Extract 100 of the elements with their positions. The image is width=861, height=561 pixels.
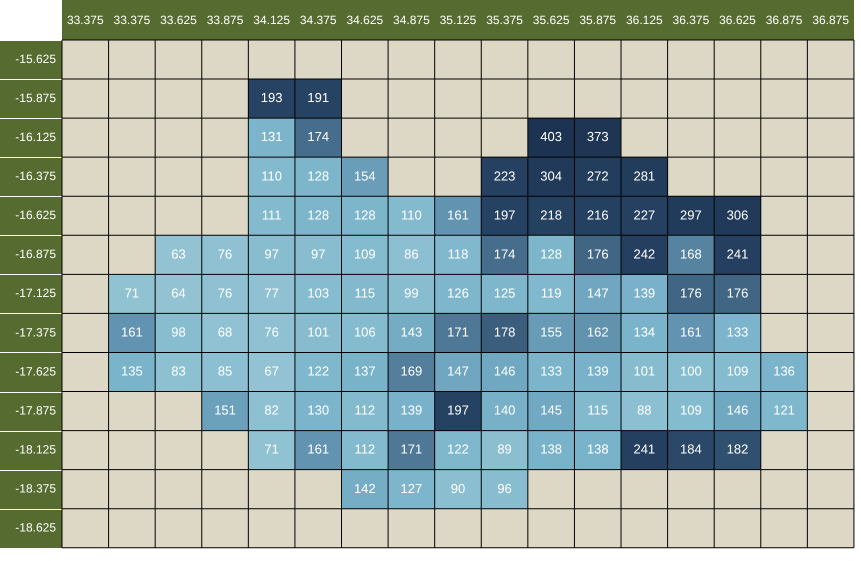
data-label: 171 <box>400 442 422 457</box>
data-label: 119 <box>540 285 562 300</box>
data-label: 272 <box>586 168 609 184</box>
data-label: 137 <box>354 364 376 379</box>
data-label: 106 <box>354 324 376 340</box>
data-label: 76 <box>264 324 279 340</box>
data-label: 171 <box>447 324 469 340</box>
data-label: 128 <box>540 246 562 262</box>
x-tick-label: 35.625 <box>532 13 570 28</box>
x-tick-label: 33.375 <box>66 13 104 28</box>
data-label: 147 <box>586 285 609 300</box>
data-label: 128 <box>354 207 376 222</box>
data-label: 109 <box>354 246 376 262</box>
data-label: 176 <box>680 285 702 300</box>
data-label: 128 <box>307 207 330 222</box>
data-label: 121 <box>773 402 795 418</box>
data-label: 101 <box>633 364 656 379</box>
data-label: 162 <box>586 324 609 340</box>
data-label: 176 <box>586 246 609 262</box>
data-label: 297 <box>680 207 702 222</box>
data-label: 155 <box>540 324 562 340</box>
data-label: 134 <box>633 324 656 340</box>
data-label: 145 <box>540 402 562 418</box>
data-label: 110 <box>261 168 282 184</box>
data-label: 90 <box>450 480 466 496</box>
data-label: 304 <box>540 168 562 184</box>
data-label: 82 <box>264 402 279 418</box>
data-label: 97 <box>310 246 326 262</box>
data-label: 68 <box>218 324 232 340</box>
data-label: 103 <box>307 285 330 300</box>
data-label: 223 <box>494 168 516 184</box>
y-tick-label: -15.625 <box>15 52 56 66</box>
data-label: 161 <box>121 324 143 340</box>
data-label: 131 <box>260 129 282 144</box>
x-tick-label: 34.875 <box>393 13 430 28</box>
data-label: 146 <box>494 364 516 379</box>
data-label: 76 <box>218 246 232 262</box>
data-label: 122 <box>307 364 330 379</box>
data-label: 161 <box>447 207 469 222</box>
x-tick-label: 33.625 <box>160 13 198 28</box>
x-tick-label: 36.125 <box>626 13 663 28</box>
data-label: 77 <box>264 285 279 300</box>
data-label: 110 <box>401 207 422 222</box>
data-label: 130 <box>307 402 330 418</box>
x-tick-label: 36.625 <box>719 13 756 28</box>
data-label: 71 <box>264 442 279 457</box>
y-tick-label: -16.875 <box>15 247 56 262</box>
x-tick-label: 36.375 <box>672 13 710 28</box>
data-label: 86 <box>404 246 419 262</box>
x-tick-label: 34.625 <box>346 13 384 28</box>
x-tick-label: 36.875 <box>812 13 850 28</box>
x-tick-label: 35.375 <box>486 13 524 28</box>
data-label: 112 <box>354 442 376 457</box>
data-label: 142 <box>354 480 376 496</box>
data-label: 128 <box>307 168 330 184</box>
data-label: 216 <box>586 207 609 222</box>
data-label: 88 <box>637 402 652 418</box>
data-label: 125 <box>494 285 516 300</box>
data-label: 306 <box>726 207 748 222</box>
data-label: 178 <box>494 324 516 340</box>
data-label: 112 <box>354 402 376 418</box>
data-label: 133 <box>726 324 748 340</box>
data-label: 242 <box>633 246 656 262</box>
data-label: 64 <box>171 285 186 300</box>
x-tick-label: 35.125 <box>440 13 477 28</box>
data-label: 138 <box>540 442 562 457</box>
data-label: 85 <box>218 364 232 379</box>
data-label: 111 <box>262 207 282 222</box>
data-label: 184 <box>680 442 702 457</box>
x-tick-label: 35.875 <box>579 13 616 28</box>
y-tick-label: -18.125 <box>15 442 56 456</box>
data-label: 139 <box>586 364 609 379</box>
data-label: 174 <box>494 246 516 262</box>
data-label: 89 <box>497 442 512 457</box>
data-label: 127 <box>400 480 422 496</box>
data-label: 147 <box>447 364 469 379</box>
y-tick-label: -16.375 <box>15 169 56 184</box>
x-tick-label: 33.375 <box>114 13 151 28</box>
y-tick-label: -18.375 <box>15 482 56 496</box>
data-label: 136 <box>773 364 795 379</box>
data-label: 97 <box>264 246 279 262</box>
data-label: 83 <box>171 364 186 379</box>
data-label: 99 <box>404 285 419 300</box>
x-tick-label: 36.875 <box>766 13 803 28</box>
data-label: 146 <box>726 402 748 418</box>
x-tick-label: 33.875 <box>206 13 244 28</box>
data-label: 197 <box>494 207 516 222</box>
data-label: 281 <box>633 168 656 184</box>
data-label: 174 <box>307 129 330 144</box>
data-label: 218 <box>540 207 562 222</box>
data-label: 96 <box>497 480 512 496</box>
data-label: 182 <box>726 442 748 457</box>
data-label: 67 <box>264 364 279 379</box>
data-label: 115 <box>587 402 608 418</box>
y-tick-label: -16.625 <box>15 208 56 222</box>
data-label: 139 <box>633 285 656 300</box>
x-tick-label: 34.125 <box>253 13 290 28</box>
data-label: 118 <box>448 246 468 262</box>
y-tick-label: -18.625 <box>15 520 56 535</box>
data-label: 109 <box>726 364 748 379</box>
